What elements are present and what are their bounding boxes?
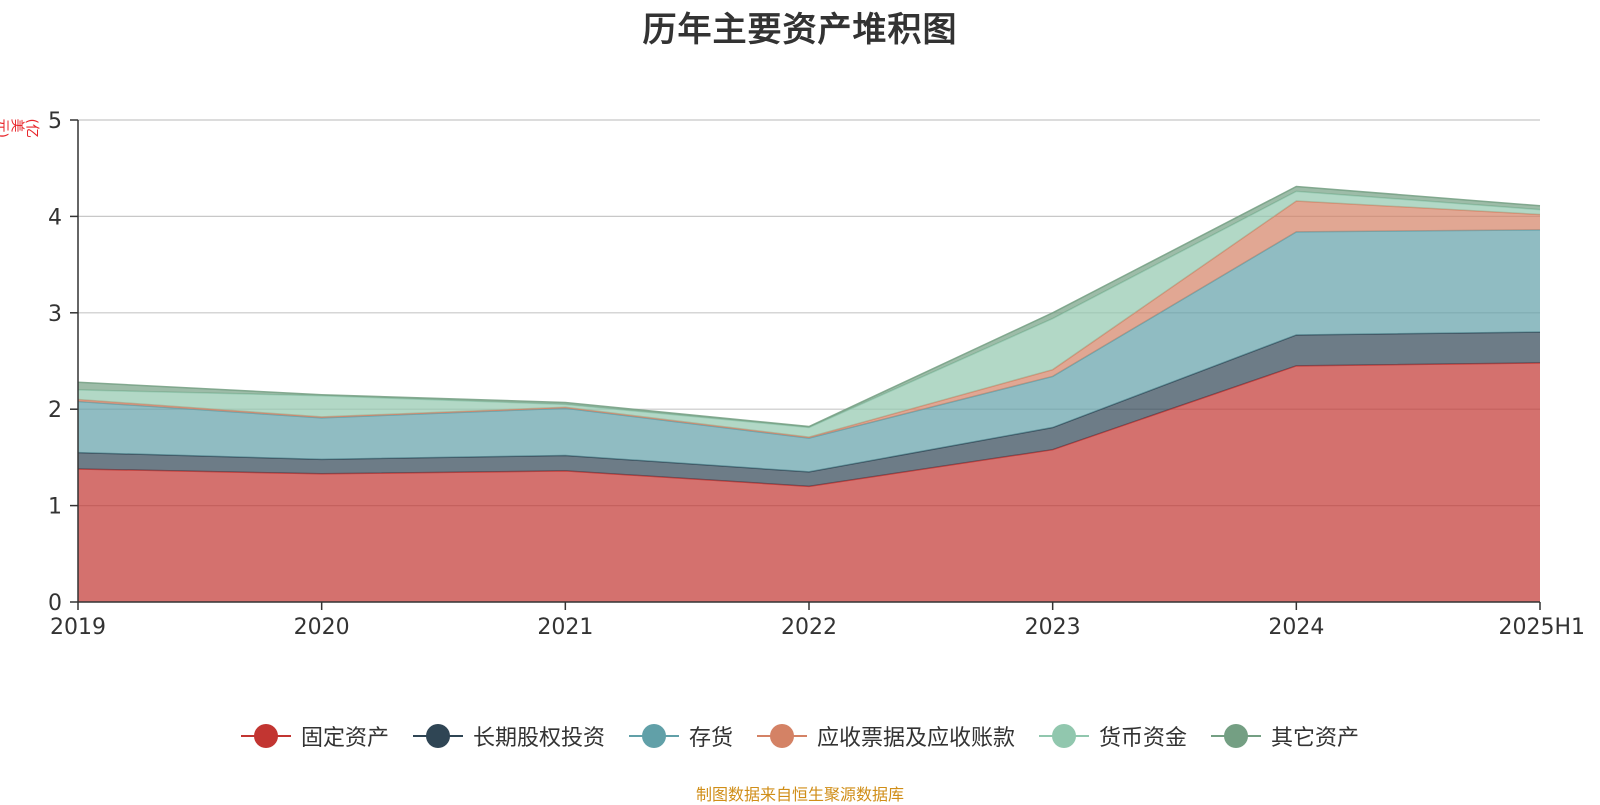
area-series-3[interactable]	[78, 200, 1540, 439]
legend-item-0[interactable]: 固定资产	[240, 720, 389, 752]
x-tick-label-3: 2022	[781, 615, 837, 640]
x-tick-label-1: 2020	[294, 615, 350, 640]
y-tick-label-5: 5	[48, 109, 62, 134]
axis-layer: 0 1 2 3 4 5 2019 2020 2021 2022 2023 2024 2025H1	[48, 109, 1585, 640]
source-note: 制图数据来自恒生聚源数据库	[695, 785, 904, 804]
legend-item-2[interactable]: 存货	[628, 720, 733, 752]
x-tick-label-5: 2024	[1268, 615, 1324, 640]
x-tick-label-4: 2023	[1025, 615, 1081, 640]
area-series-0[interactable]	[78, 362, 1540, 602]
y-tick-label-1: 1	[48, 495, 62, 520]
area-series-1[interactable]	[78, 332, 1540, 487]
y-tick-label-4: 4	[48, 205, 62, 230]
area-series-2[interactable]	[78, 229, 1540, 472]
legend: 固定资产 长期股权投资 存货 应收票据及应收账款 货币资金 其它资产	[0, 720, 1600, 752]
legend-swatch-1	[412, 724, 463, 748]
legend-label-2: 存货	[688, 726, 733, 751]
chart-title: 历年主要资产堆积图	[642, 10, 958, 50]
legend-item-5[interactable]: 其它资产	[1211, 720, 1359, 752]
legend-item-4[interactable]: 货币资金	[1039, 720, 1187, 752]
x-tick-label-0: 2019	[50, 615, 106, 640]
x-tick-label-6: 2025H1	[1498, 615, 1585, 640]
legend-label-4: 货币资金	[1099, 726, 1188, 751]
legend-swatch-5	[1211, 724, 1262, 748]
legend-label-3: 应收票据及应收账款	[817, 726, 1016, 751]
legend-swatch-0	[240, 724, 291, 748]
legend-swatch-3	[757, 724, 807, 748]
area-line-series-5	[77, 185, 1541, 428]
x-tick-label-2: 2021	[537, 615, 593, 640]
legend-label-0: 固定资产	[300, 726, 389, 751]
legend-swatch-4	[1039, 724, 1090, 748]
y-tick-label-2: 2	[48, 398, 62, 423]
legend-item-3[interactable]: 应收票据及应收账款	[757, 720, 1015, 752]
y-tick-label-0: 0	[48, 591, 62, 616]
area-layer	[77, 185, 1541, 602]
legend-label-5: 其它资产	[1271, 726, 1360, 751]
y-tick-label-3: 3	[48, 302, 62, 327]
legend-swatch-2	[628, 724, 679, 748]
legend-item-1[interactable]: 长期股权投资	[412, 720, 605, 752]
legend-label-1: 长期股权投资	[472, 726, 605, 751]
